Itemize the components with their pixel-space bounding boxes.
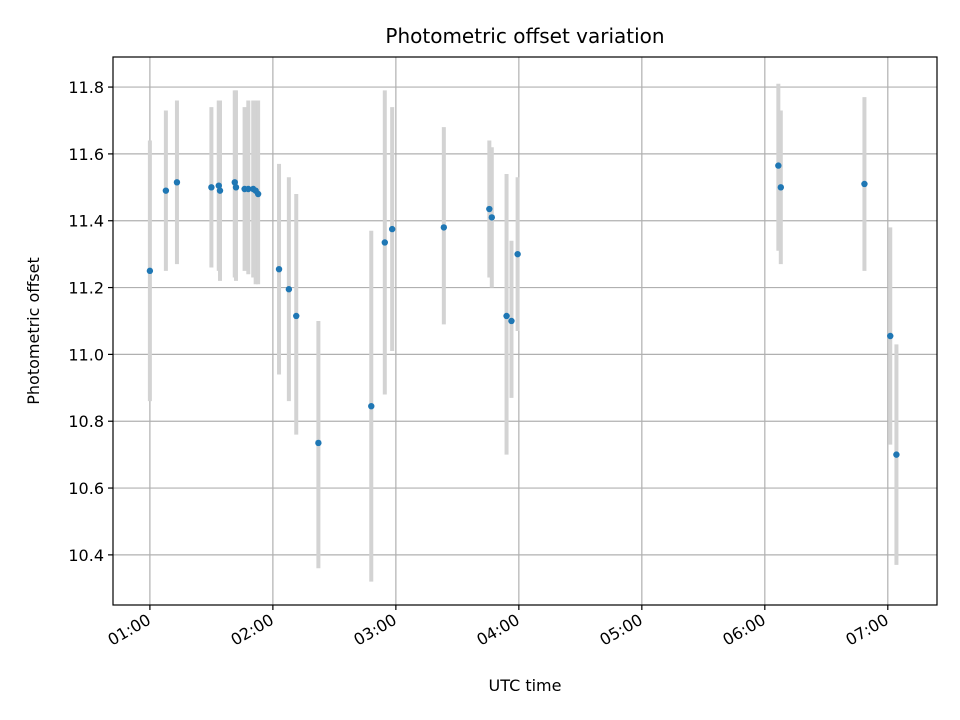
- data-point: [893, 451, 900, 458]
- data-points: [146, 162, 900, 458]
- data-point: [208, 184, 215, 191]
- data-point: [216, 187, 224, 194]
- data-point: [254, 190, 262, 198]
- chart-title: Photometric offset variation: [385, 24, 664, 48]
- y-axis-label: Photometric offset: [24, 257, 43, 405]
- data-point: [514, 250, 521, 258]
- data-point: [275, 265, 283, 273]
- data-point: [162, 187, 170, 194]
- data-point: [887, 332, 894, 340]
- data-point: [381, 239, 388, 246]
- y-tick-label: 10.4: [68, 546, 104, 565]
- data-point: [293, 312, 300, 320]
- data-point: [315, 439, 322, 447]
- data-point: [440, 224, 448, 231]
- y-tick-label: 11.0: [68, 345, 104, 364]
- data-point: [285, 286, 293, 293]
- y-tick-label: 10.8: [68, 412, 104, 431]
- data-point: [503, 312, 510, 320]
- y-tick-label: 11.4: [68, 212, 104, 231]
- y-tick-label: 11.6: [68, 145, 104, 164]
- x-axis-label: UTC time: [489, 676, 562, 695]
- y-tick-label: 11.2: [68, 279, 104, 298]
- data-point: [488, 214, 495, 221]
- y-tick-label: 11.8: [68, 78, 104, 97]
- data-point: [215, 182, 222, 189]
- data-point: [368, 402, 375, 410]
- data-point: [486, 205, 493, 213]
- data-point: [775, 162, 782, 169]
- data-point: [173, 179, 181, 186]
- data-point: [232, 184, 240, 191]
- plot-area-frame: [112, 56, 938, 606]
- data-point: [777, 184, 785, 191]
- data-point: [146, 267, 154, 275]
- grid: [113, 57, 937, 605]
- data-point: [231, 179, 238, 186]
- data-point: [245, 185, 252, 193]
- data-point: [508, 317, 515, 325]
- y-tick-label: 10.6: [68, 479, 104, 498]
- data-point: [861, 180, 868, 188]
- data-point: [388, 225, 396, 233]
